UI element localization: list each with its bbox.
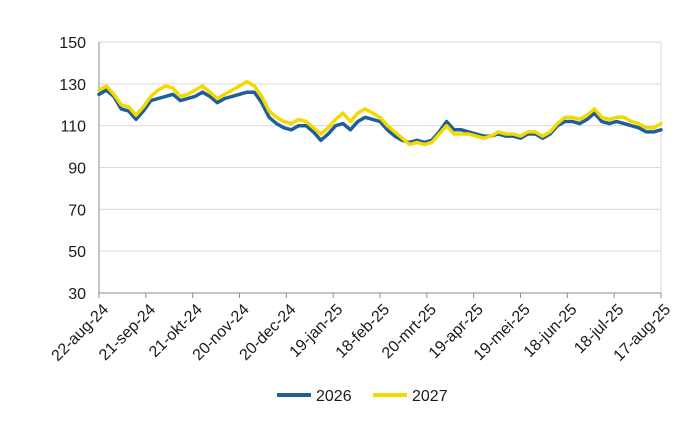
y-tick-labels: 30 50 70 90 110 130 150 xyxy=(59,35,86,303)
legend-label-2026: 2026 xyxy=(316,388,352,405)
y-tick-label: 110 xyxy=(60,119,86,136)
y-tick-label: 30 xyxy=(68,286,86,303)
y-tick-label: 150 xyxy=(59,35,86,52)
y-tick-label: 130 xyxy=(59,77,86,94)
x-tick-labels: 22-aug-2421-sep-2421-okt-2420-nov-2420-d… xyxy=(49,301,675,365)
y-tick-label: 70 xyxy=(68,202,86,219)
series-line-2027 xyxy=(97,79,663,147)
y-tick-label: 50 xyxy=(68,244,86,261)
gridlines xyxy=(99,41,662,293)
legend-label-2027: 2027 xyxy=(412,388,448,405)
axes xyxy=(98,42,662,298)
series-line-2026 xyxy=(97,88,663,145)
series-lines xyxy=(97,79,663,147)
legend: 2026 2027 xyxy=(277,388,448,405)
y-tick-label: 90 xyxy=(68,161,86,178)
